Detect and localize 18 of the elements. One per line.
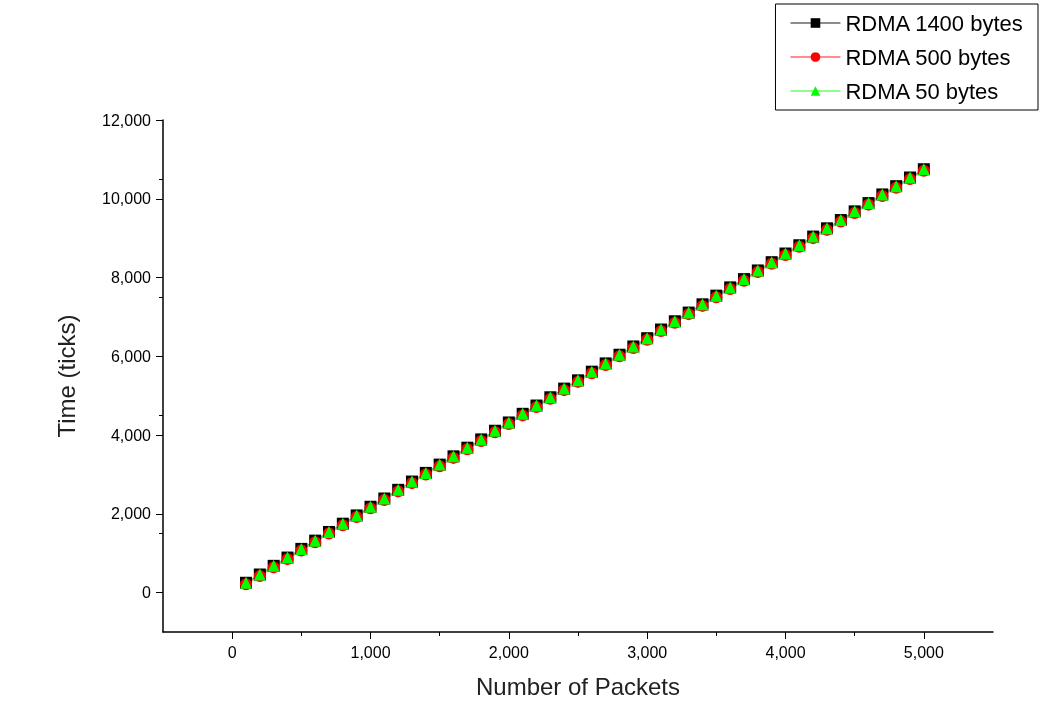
x-tick-label: 3,000 xyxy=(627,643,668,661)
x-tick-label: 0 xyxy=(227,643,237,661)
y-axis-title: Time (ticks) xyxy=(52,314,80,438)
y-tick-label: 8,000 xyxy=(110,269,152,287)
legend-label: RDMA 1400 bytes xyxy=(845,10,1023,36)
x-axis-title: Number of Packets xyxy=(475,672,681,700)
x-tick-label: 4,000 xyxy=(765,643,806,661)
y-tick-label: 2,000 xyxy=(110,505,152,523)
x-tick-label: 5,000 xyxy=(903,643,944,661)
x-tick-label: 2,000 xyxy=(488,643,529,661)
y-tick-label: 4,000 xyxy=(110,426,152,444)
legend-label: RDMA 50 bytes xyxy=(845,78,999,104)
y-tick-label: 12,000 xyxy=(102,111,152,129)
y-tick-label: 0 xyxy=(142,584,152,602)
x-tick-label: 1,000 xyxy=(350,643,391,661)
y-tick-label: 6,000 xyxy=(110,347,152,365)
y-tick-label: 10,000 xyxy=(102,190,152,208)
legend-label: RDMA 500 bytes xyxy=(845,44,1011,70)
